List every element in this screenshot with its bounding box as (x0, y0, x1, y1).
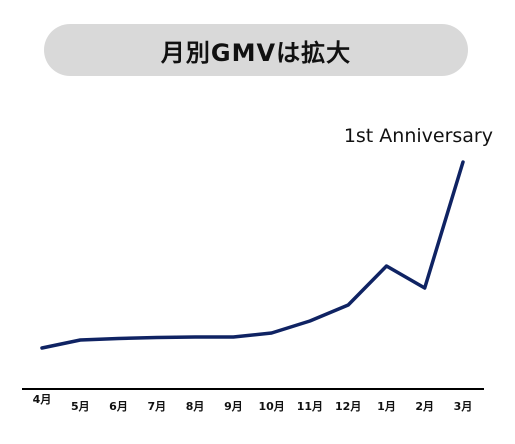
x-tick-label: 7月 (147, 400, 166, 413)
annotation-1st-anniversary: 1st Anniversary (344, 125, 493, 147)
x-tick-label: 4月 (33, 393, 52, 406)
gmv-series-line (40, 160, 465, 350)
x-tick-label: 11月 (297, 400, 323, 413)
x-tick-label: 1月 (377, 400, 396, 413)
x-tick-label: 5月 (71, 400, 90, 413)
x-tick-label: 3月 (454, 400, 473, 413)
plot-layer (40, 160, 465, 350)
x-tick-label: 2月 (415, 400, 434, 413)
chart-title-banner: 月別GMVは拡大 (44, 24, 468, 76)
x-tick-label: 8月 (186, 400, 205, 413)
x-tick-label: 12月 (335, 400, 361, 413)
x-tick-label: 10月 (258, 400, 284, 413)
x-tick-label: 9月 (224, 400, 243, 413)
x-tick-labels: 4月 5月 6月 7月 8月 9月 10月 11月 12月 1月 2月 3月 (33, 393, 473, 413)
chart-title: 月別GMVは拡大 (160, 38, 352, 67)
x-tick-label: 6月 (109, 400, 128, 413)
